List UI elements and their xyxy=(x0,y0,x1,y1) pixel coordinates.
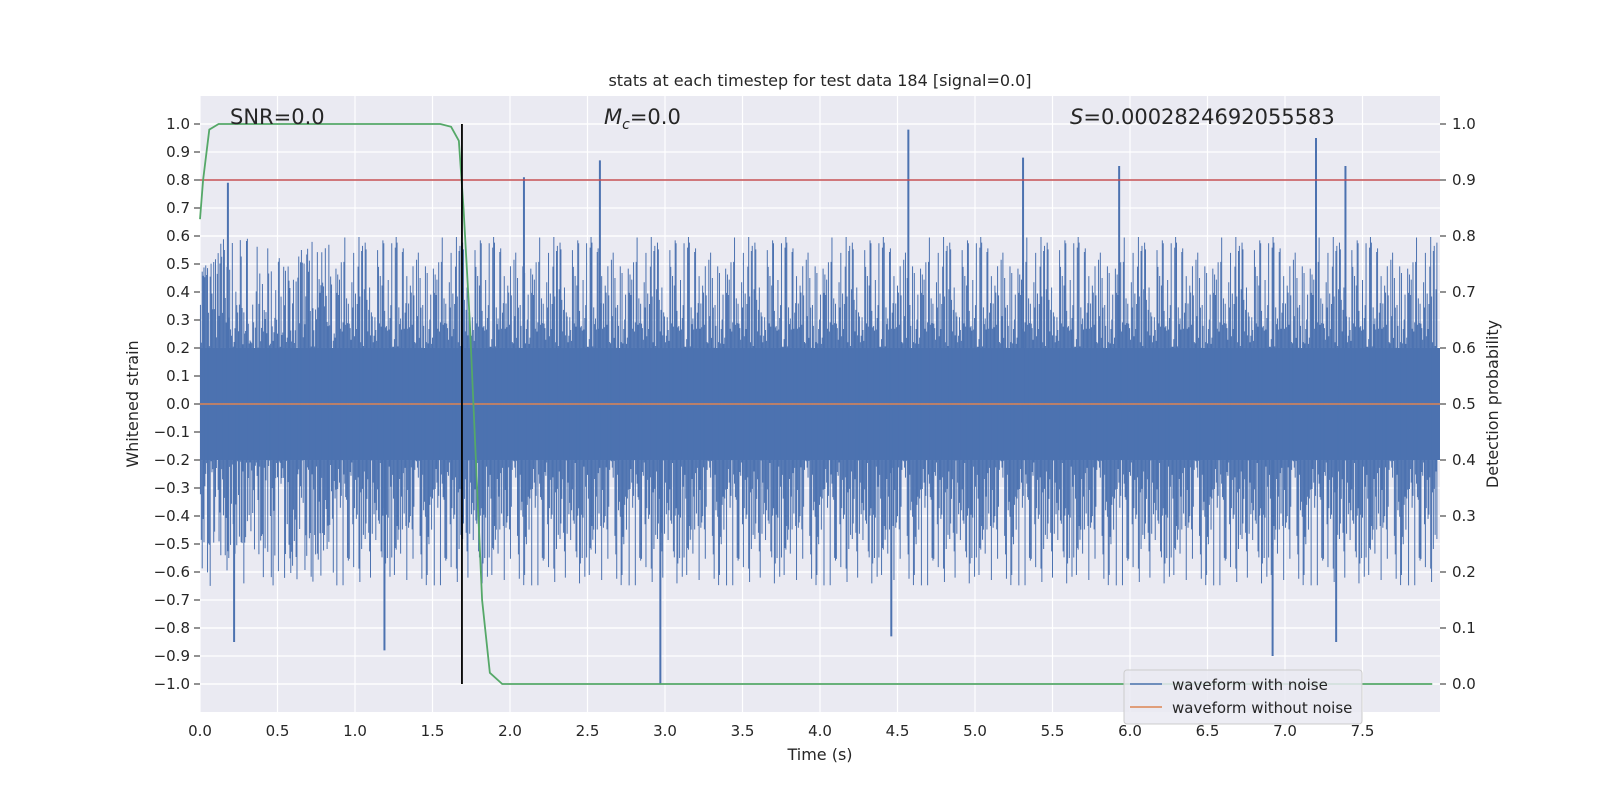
y-tick-label: −0.2 xyxy=(154,451,190,469)
s-value: =0.0002824692055583 xyxy=(1083,105,1334,129)
x-tick-label: 1.0 xyxy=(343,722,367,740)
y2-tick-label: 0.8 xyxy=(1452,227,1476,245)
x-tick-label: 3.0 xyxy=(653,722,677,740)
y-tick-label: −0.9 xyxy=(154,647,190,665)
y-tick-label: −0.8 xyxy=(154,619,190,637)
y2-tick-label: 0.0 xyxy=(1452,675,1476,693)
y-tick-label: 1.0 xyxy=(166,115,190,133)
y-tick-label: 0.2 xyxy=(166,339,190,357)
plot-area xyxy=(199,123,1440,685)
x-tick-label: 6.0 xyxy=(1118,722,1142,740)
y2-tick-label: 0.7 xyxy=(1452,283,1476,301)
y2-tick-label: 1.0 xyxy=(1452,115,1476,133)
legend-box xyxy=(1123,669,1363,725)
s-annotation: S=0.0002824692055583 xyxy=(1070,105,1335,129)
y-tick-label: −0.7 xyxy=(154,591,190,609)
y-tick-label: −0.5 xyxy=(154,535,190,553)
x-tick-label: 2.5 xyxy=(576,722,600,740)
mc-symbol: M xyxy=(604,105,622,129)
x-tick-label: 6.5 xyxy=(1196,722,1220,740)
y-axis-label: Whitened strain xyxy=(123,340,142,467)
x-tick-label: 4.0 xyxy=(808,722,832,740)
noise-waveform xyxy=(199,129,1440,684)
chart-title: stats at each timestep for test data 184… xyxy=(608,71,1031,90)
y-tick-label: 0.0 xyxy=(166,395,190,413)
snr-annotation: SNR=0.0 xyxy=(230,105,325,129)
y-tick-label: −0.4 xyxy=(154,507,190,525)
y2-tick-label: 0.9 xyxy=(1452,171,1476,189)
y-tick-label: 0.8 xyxy=(166,171,190,189)
x-tick-label: 3.5 xyxy=(731,722,755,740)
y-tick-label: −1.0 xyxy=(154,675,190,693)
x-tick-label: 0.0 xyxy=(188,722,212,740)
x-tick-label: 5.5 xyxy=(1041,722,1065,740)
y-tick-label: −0.3 xyxy=(154,479,190,497)
y-tick-label: 0.1 xyxy=(166,367,190,385)
x-tick-label: 4.5 xyxy=(886,722,910,740)
y2-tick-label: 0.6 xyxy=(1452,339,1476,357)
y-tick-label: 0.5 xyxy=(166,255,190,273)
x-tick-label: 2.0 xyxy=(498,722,522,740)
legend: waveform with noise waveform without noi… xyxy=(1123,669,1363,725)
y-tick-label: 0.3 xyxy=(166,311,190,329)
y2-tick-label: 0.1 xyxy=(1452,619,1476,637)
x-tick-label: 5.0 xyxy=(963,722,987,740)
y-tick-label: −0.1 xyxy=(154,423,190,441)
y-tick-label: 0.9 xyxy=(166,143,190,161)
mc-annotation: Mc=0.0 xyxy=(604,105,681,133)
legend-label-clean: waveform without noise xyxy=(1172,699,1352,717)
legend-label-noise: waveform with noise xyxy=(1172,676,1328,694)
y2-tick-label: 0.2 xyxy=(1452,563,1476,581)
y2-tick-label: 0.3 xyxy=(1452,507,1476,525)
x-tick-label: 7.5 xyxy=(1351,722,1375,740)
y2-tick-label: 0.5 xyxy=(1452,395,1476,413)
x-tick-label: 7.0 xyxy=(1273,722,1297,740)
mc-subscript: c xyxy=(622,117,630,133)
y2-tick-label: 0.4 xyxy=(1452,451,1476,469)
x-axis-label: Time (s) xyxy=(786,745,852,764)
y2-axis-label: Detection probability xyxy=(1483,320,1502,488)
y-tick-label: 0.7 xyxy=(166,199,190,217)
y-tick-label: −0.6 xyxy=(154,563,190,581)
mc-value: =0.0 xyxy=(630,105,681,129)
s-symbol: S xyxy=(1070,105,1083,129)
x-tick-label: 1.5 xyxy=(421,722,445,740)
y-tick-label: 0.6 xyxy=(166,227,190,245)
y-tick-label: 0.4 xyxy=(166,283,190,301)
axes: 0.0 0.5 1.0 1.5 2.0 2.5 3.0 3.5 4.0 4.5 5.0 5.5 6.0 6… xyxy=(154,115,1476,740)
x-tick-label: 0.5 xyxy=(266,722,290,740)
